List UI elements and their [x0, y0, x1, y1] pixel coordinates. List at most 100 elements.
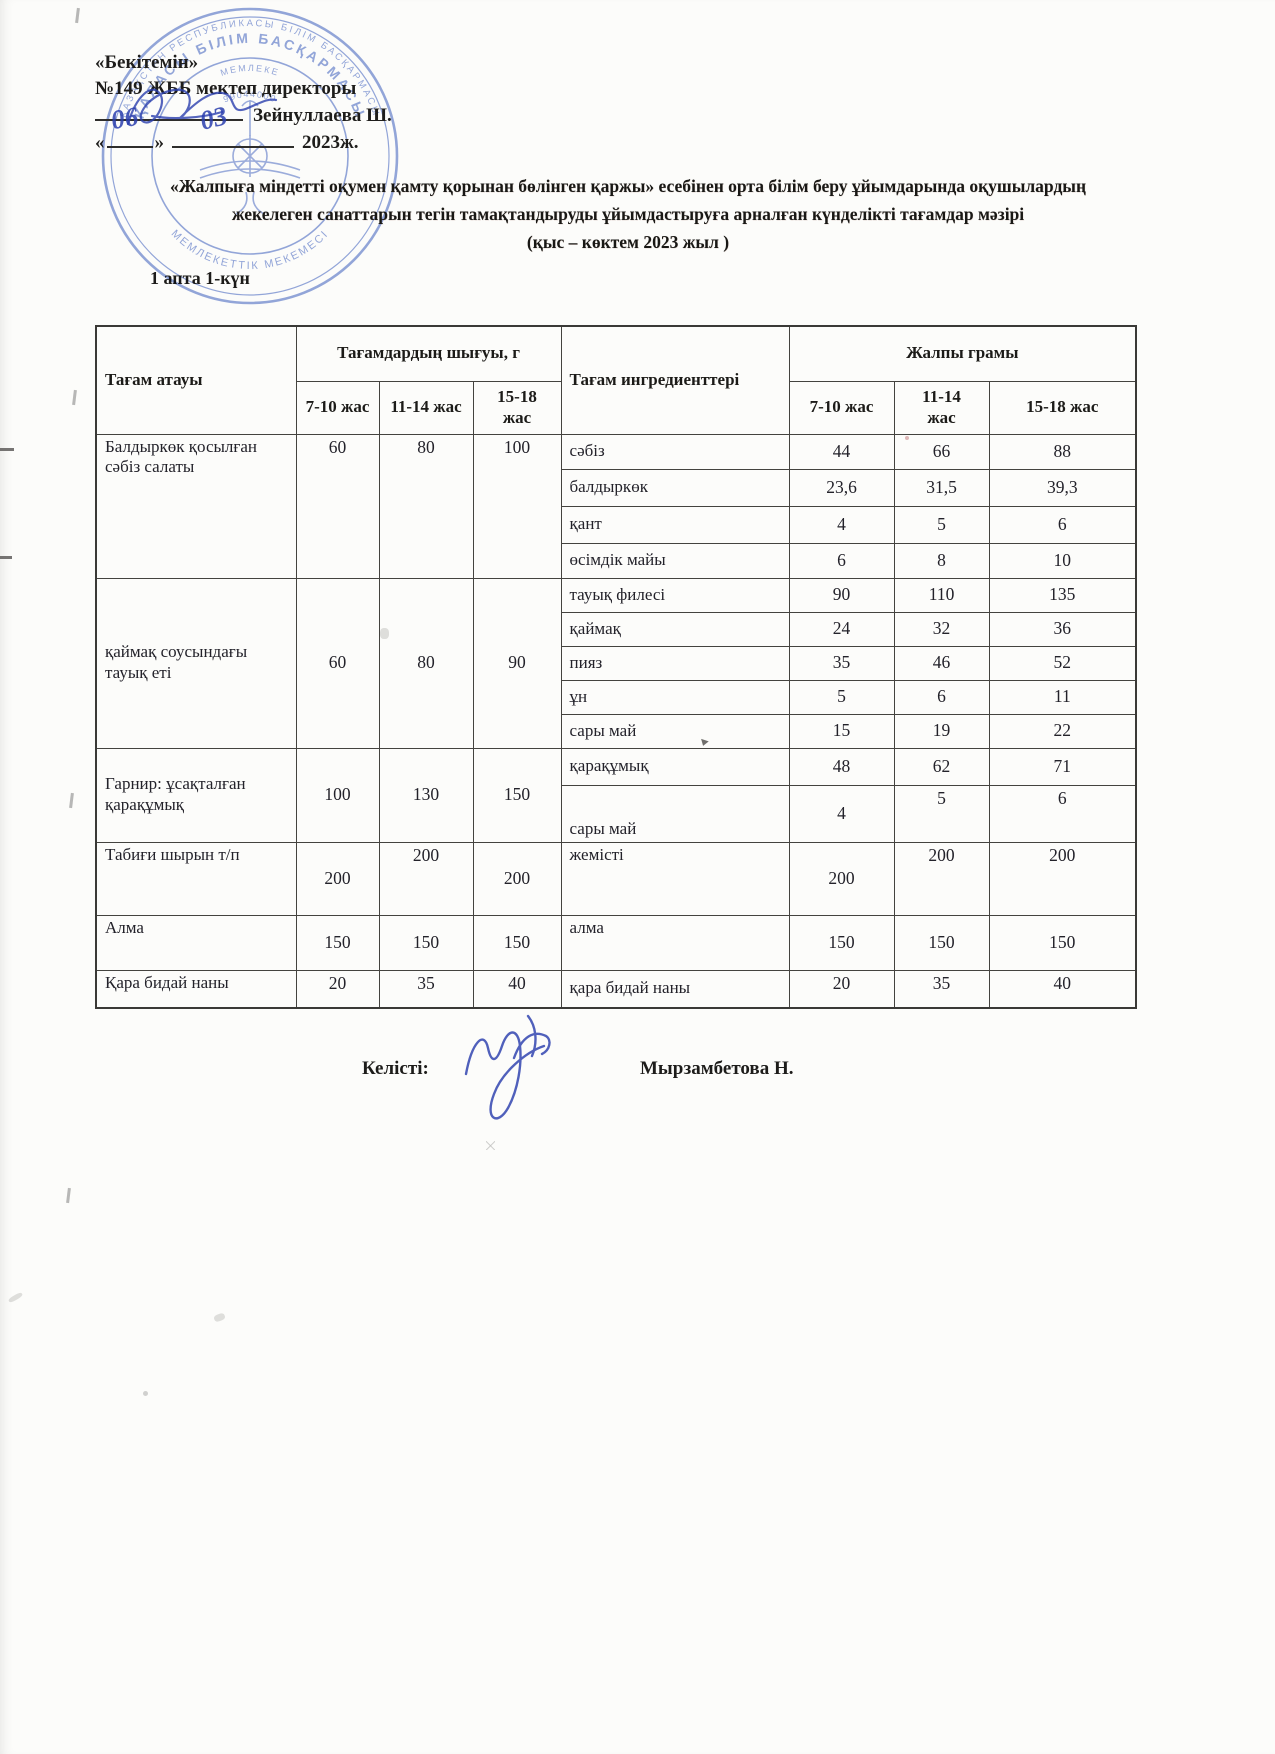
gram-value: 35 [788, 645, 895, 681]
header-output: Тағамдардың шығуы, г [295, 325, 562, 382]
gram-value: 5 [788, 679, 895, 715]
gram-value: 90 [788, 577, 895, 613]
header-age-7-10: 7-10 жас [295, 380, 380, 435]
ingredient-cell: қант [560, 505, 790, 544]
header-age-7-10: 7-10 жас [788, 380, 895, 435]
output-value: 200 [472, 841, 562, 916]
gram-value: 5 [893, 505, 990, 544]
document-title: «Жалпыға міндетті оқумен қамту қорынан б… [169, 176, 1087, 224]
gram-value: 36 [988, 611, 1137, 647]
ingredient-cell: алма [560, 914, 790, 971]
ingredient-cell: тауық филесі [560, 577, 790, 613]
gram-value: 39,3 [988, 468, 1137, 507]
output-value: 40 [472, 969, 562, 1009]
day-line: 06 [106, 101, 153, 148]
gram-value: 6 [893, 679, 990, 715]
gram-value: 71 [988, 747, 1137, 786]
gram-value: 135 [988, 577, 1137, 613]
ingredient-cell: қаймақ [560, 611, 790, 647]
gram-value: 150 [988, 914, 1137, 971]
dish-cell: Табиғи шырын т/п [95, 841, 297, 916]
ingredient-cell: сары май [560, 784, 790, 843]
output-value: 80 [378, 577, 474, 749]
output-value: 60 [295, 433, 380, 579]
scan-artifact [486, 1141, 495, 1150]
scan-artifact [69, 792, 74, 809]
gram-value: 4 [788, 505, 895, 544]
gram-value: 110 [893, 577, 990, 613]
official-stamp: ҚАЗАҚСТАН РЕСПУБЛИКАСЫ БІЛІМ БАСҚАРМАСЫ … [101, 7, 399, 305]
gram-value: 22 [988, 713, 1137, 749]
gram-value: 35 [893, 969, 990, 1009]
output-value: 150 [472, 747, 562, 843]
header-total: Жалпы грамы [788, 325, 1137, 382]
gram-value: 52 [988, 645, 1137, 681]
approval-signature-line: Зейнуллаева Ш. [95, 102, 392, 129]
agreed-signature [464, 1014, 551, 1120]
scan-artifact [66, 1187, 71, 1204]
gram-value: 24 [788, 611, 895, 647]
gram-value: 62 [893, 747, 990, 786]
menu-table: Тағам атауы Тағамдардың шығуы, г Тағам и… [95, 325, 1138, 1009]
header-age-11-14: 11-14 жас [893, 380, 990, 435]
gram-value: 19 [893, 713, 990, 749]
ingredient-cell: пияз [560, 645, 790, 681]
ingredient-cell: балдыркөк [560, 468, 790, 507]
output-value: 90 [472, 577, 562, 749]
scan-artifact [143, 1391, 148, 1396]
ingredient-cell: жемісті [560, 841, 790, 916]
output-value: 100 [295, 747, 380, 843]
gram-value: 88 [988, 433, 1137, 470]
output-value: 60 [295, 577, 380, 749]
director-signature [126, 88, 278, 126]
output-value: 80 [378, 433, 474, 579]
header-dish: Тағам атауы [95, 325, 297, 435]
ingredient-cell: өсімдік майы [560, 542, 790, 579]
stamp-inner-ring [151, 57, 349, 255]
document-subtitle: (қыс – көктем 2023 жыл ) [526, 232, 730, 252]
gram-value: 8 [893, 542, 990, 579]
gram-value: 31,5 [893, 468, 990, 507]
gram-value: 6 [788, 542, 895, 579]
approval-date-line: «06» 03 2023ж. [95, 100, 392, 156]
output-value: 100 [472, 433, 562, 579]
scan-artifact [72, 389, 77, 406]
gram-value: 150 [893, 914, 990, 971]
gram-value: 10 [988, 542, 1137, 579]
gram-value: 66 [893, 433, 990, 470]
dish-cell: Балдыркөк қосылған сәбіз салаты [95, 433, 297, 579]
output-value: 200 [295, 841, 380, 916]
month-line: 03 [172, 100, 294, 148]
scan-artifact [213, 1312, 226, 1323]
document-title-block: «Жалпыға міндетті оқумен қамту қорынан б… [128, 172, 1128, 256]
quote-open: « [95, 132, 105, 153]
gram-value: 4 [788, 784, 895, 843]
scan-artifact [75, 7, 80, 24]
ingredient-cell: ұн [560, 679, 790, 715]
header-age-15-18: 15-18 жас [472, 380, 562, 435]
approval-title: «Бекітемін» [95, 52, 199, 73]
signature-line [95, 102, 243, 121]
agreed-label: Келісті: [362, 1058, 429, 1079]
stamp-outer-ring [101, 7, 399, 305]
ingredient-cell: қара бидай наны [560, 969, 790, 1009]
output-value: 200 [378, 841, 474, 916]
gram-value: 6 [988, 505, 1137, 544]
gram-value: 5 [893, 784, 990, 843]
gram-value: 200 [988, 841, 1137, 916]
gram-value: 32 [893, 611, 990, 647]
ingredient-cell: сәбіз [560, 433, 790, 470]
quote-close: » [154, 132, 165, 153]
gram-value: 150 [788, 914, 895, 971]
gram-value: 6 [988, 784, 1137, 843]
gram-value: 200 [788, 841, 895, 916]
header-age-11-14: 11-14 жас [378, 380, 474, 435]
output-value: 35 [378, 969, 474, 1009]
dish-cell: Алма [95, 914, 297, 971]
gram-value: 40 [988, 969, 1137, 1009]
output-value: 150 [472, 914, 562, 971]
dish-cell: қаймақ соусындағы тауық еті [95, 577, 297, 749]
output-value: 150 [295, 914, 380, 971]
year-label: 2023ж. [302, 132, 359, 153]
dish-cell: Қара бидай наны [95, 969, 297, 1009]
